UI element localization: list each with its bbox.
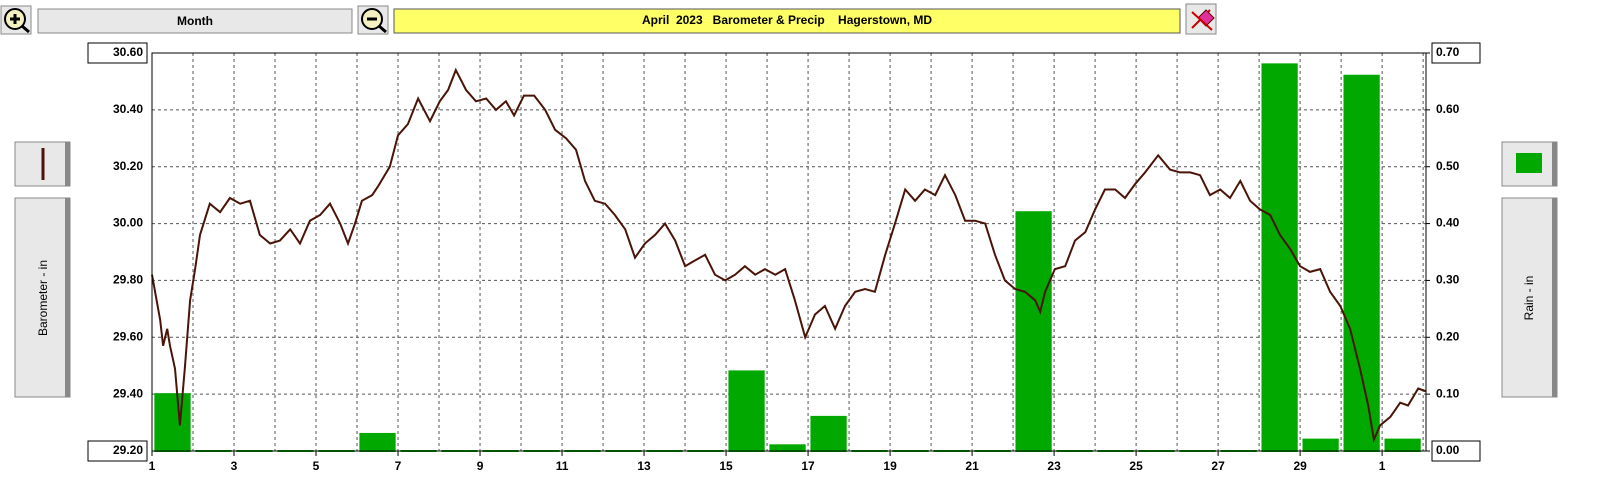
rain-bar: [1384, 438, 1421, 452]
y2-tick-label: 0.50: [1436, 159, 1460, 173]
x-tick-label: 17: [801, 459, 815, 473]
rain-bar: [154, 393, 191, 452]
x-tick-label: 23: [1047, 459, 1061, 473]
barometer-legend-button[interactable]: [14, 141, 71, 187]
x-tick-label: 7: [395, 459, 402, 473]
chart-title: April 2023 Barometer & Precip Hagerstown…: [642, 13, 932, 27]
title-box: [393, 8, 1181, 34]
x-tick-label: 1: [1379, 459, 1386, 473]
rain-legend-button[interactable]: [1501, 141, 1558, 187]
zoom-in-button[interactable]: [0, 5, 32, 35]
rain-bar: [1343, 74, 1380, 452]
x-tick-label: 3: [231, 459, 238, 473]
x-tick-label: 1: [149, 459, 156, 473]
barometer-axis-panel: [14, 197, 71, 398]
plot-border: [151, 52, 1427, 452]
x-tick-label: 27: [1211, 459, 1225, 473]
y-tick-box: [87, 42, 148, 64]
rain-bar: [1302, 438, 1339, 452]
x-tick-label: 21: [965, 459, 979, 473]
rain-bar: [728, 370, 765, 452]
y2-tick-label: 0.10: [1436, 386, 1460, 400]
y-tick-label: 29.80: [113, 273, 143, 287]
period-label: Month: [177, 14, 213, 28]
y2-tick-label: 0.70: [1436, 45, 1460, 59]
y-tick-label: 29.40: [113, 386, 143, 400]
y2-tick-box: [1431, 440, 1481, 462]
x-tick-label: 15: [719, 459, 733, 473]
y-axis-label: Barometer - in: [36, 260, 50, 336]
y2-axis-label: Rain - in: [1522, 276, 1536, 321]
rain-bar: [1261, 63, 1298, 452]
y2-tick-label: 0.60: [1436, 102, 1460, 116]
y-tick-label: 30.40: [113, 102, 143, 116]
x-tick-label: 29: [1293, 459, 1307, 473]
period-button[interactable]: [37, 8, 353, 34]
y-tick-box: [87, 440, 148, 462]
rain-bar: [1015, 211, 1052, 452]
y-tick-label: 29.20: [113, 443, 143, 457]
y-tick-label: 30.60: [113, 45, 143, 59]
y2-tick-label: 0.20: [1436, 329, 1460, 343]
x-tick-label: 13: [637, 459, 651, 473]
x-tick-label: 25: [1129, 459, 1143, 473]
rain-bar: [359, 432, 396, 453]
y2-tick-label: 0.30: [1436, 273, 1460, 287]
x-tick-label: 5: [313, 459, 320, 473]
x-tick-label: 11: [556, 459, 569, 473]
zoom-out-button[interactable]: [357, 5, 389, 35]
clear-button[interactable]: [1185, 3, 1217, 35]
y2-tick-box: [1431, 42, 1481, 64]
rain-axis-panel: [1501, 197, 1558, 398]
x-tick-label: 9: [477, 459, 484, 473]
y-tick-label: 30.20: [113, 159, 143, 173]
x-tick-label: 19: [883, 459, 897, 473]
y2-tick-label: 0.40: [1436, 216, 1460, 230]
y2-tick-label: 0.00: [1436, 443, 1460, 457]
plot-area: [152, 53, 1426, 451]
y-tick-label: 30.00: [113, 216, 143, 230]
rain-bar: [769, 444, 806, 453]
rain-bar: [810, 415, 847, 452]
barometer-line: [151, 67, 1427, 444]
y-tick-label: 29.60: [113, 329, 143, 343]
